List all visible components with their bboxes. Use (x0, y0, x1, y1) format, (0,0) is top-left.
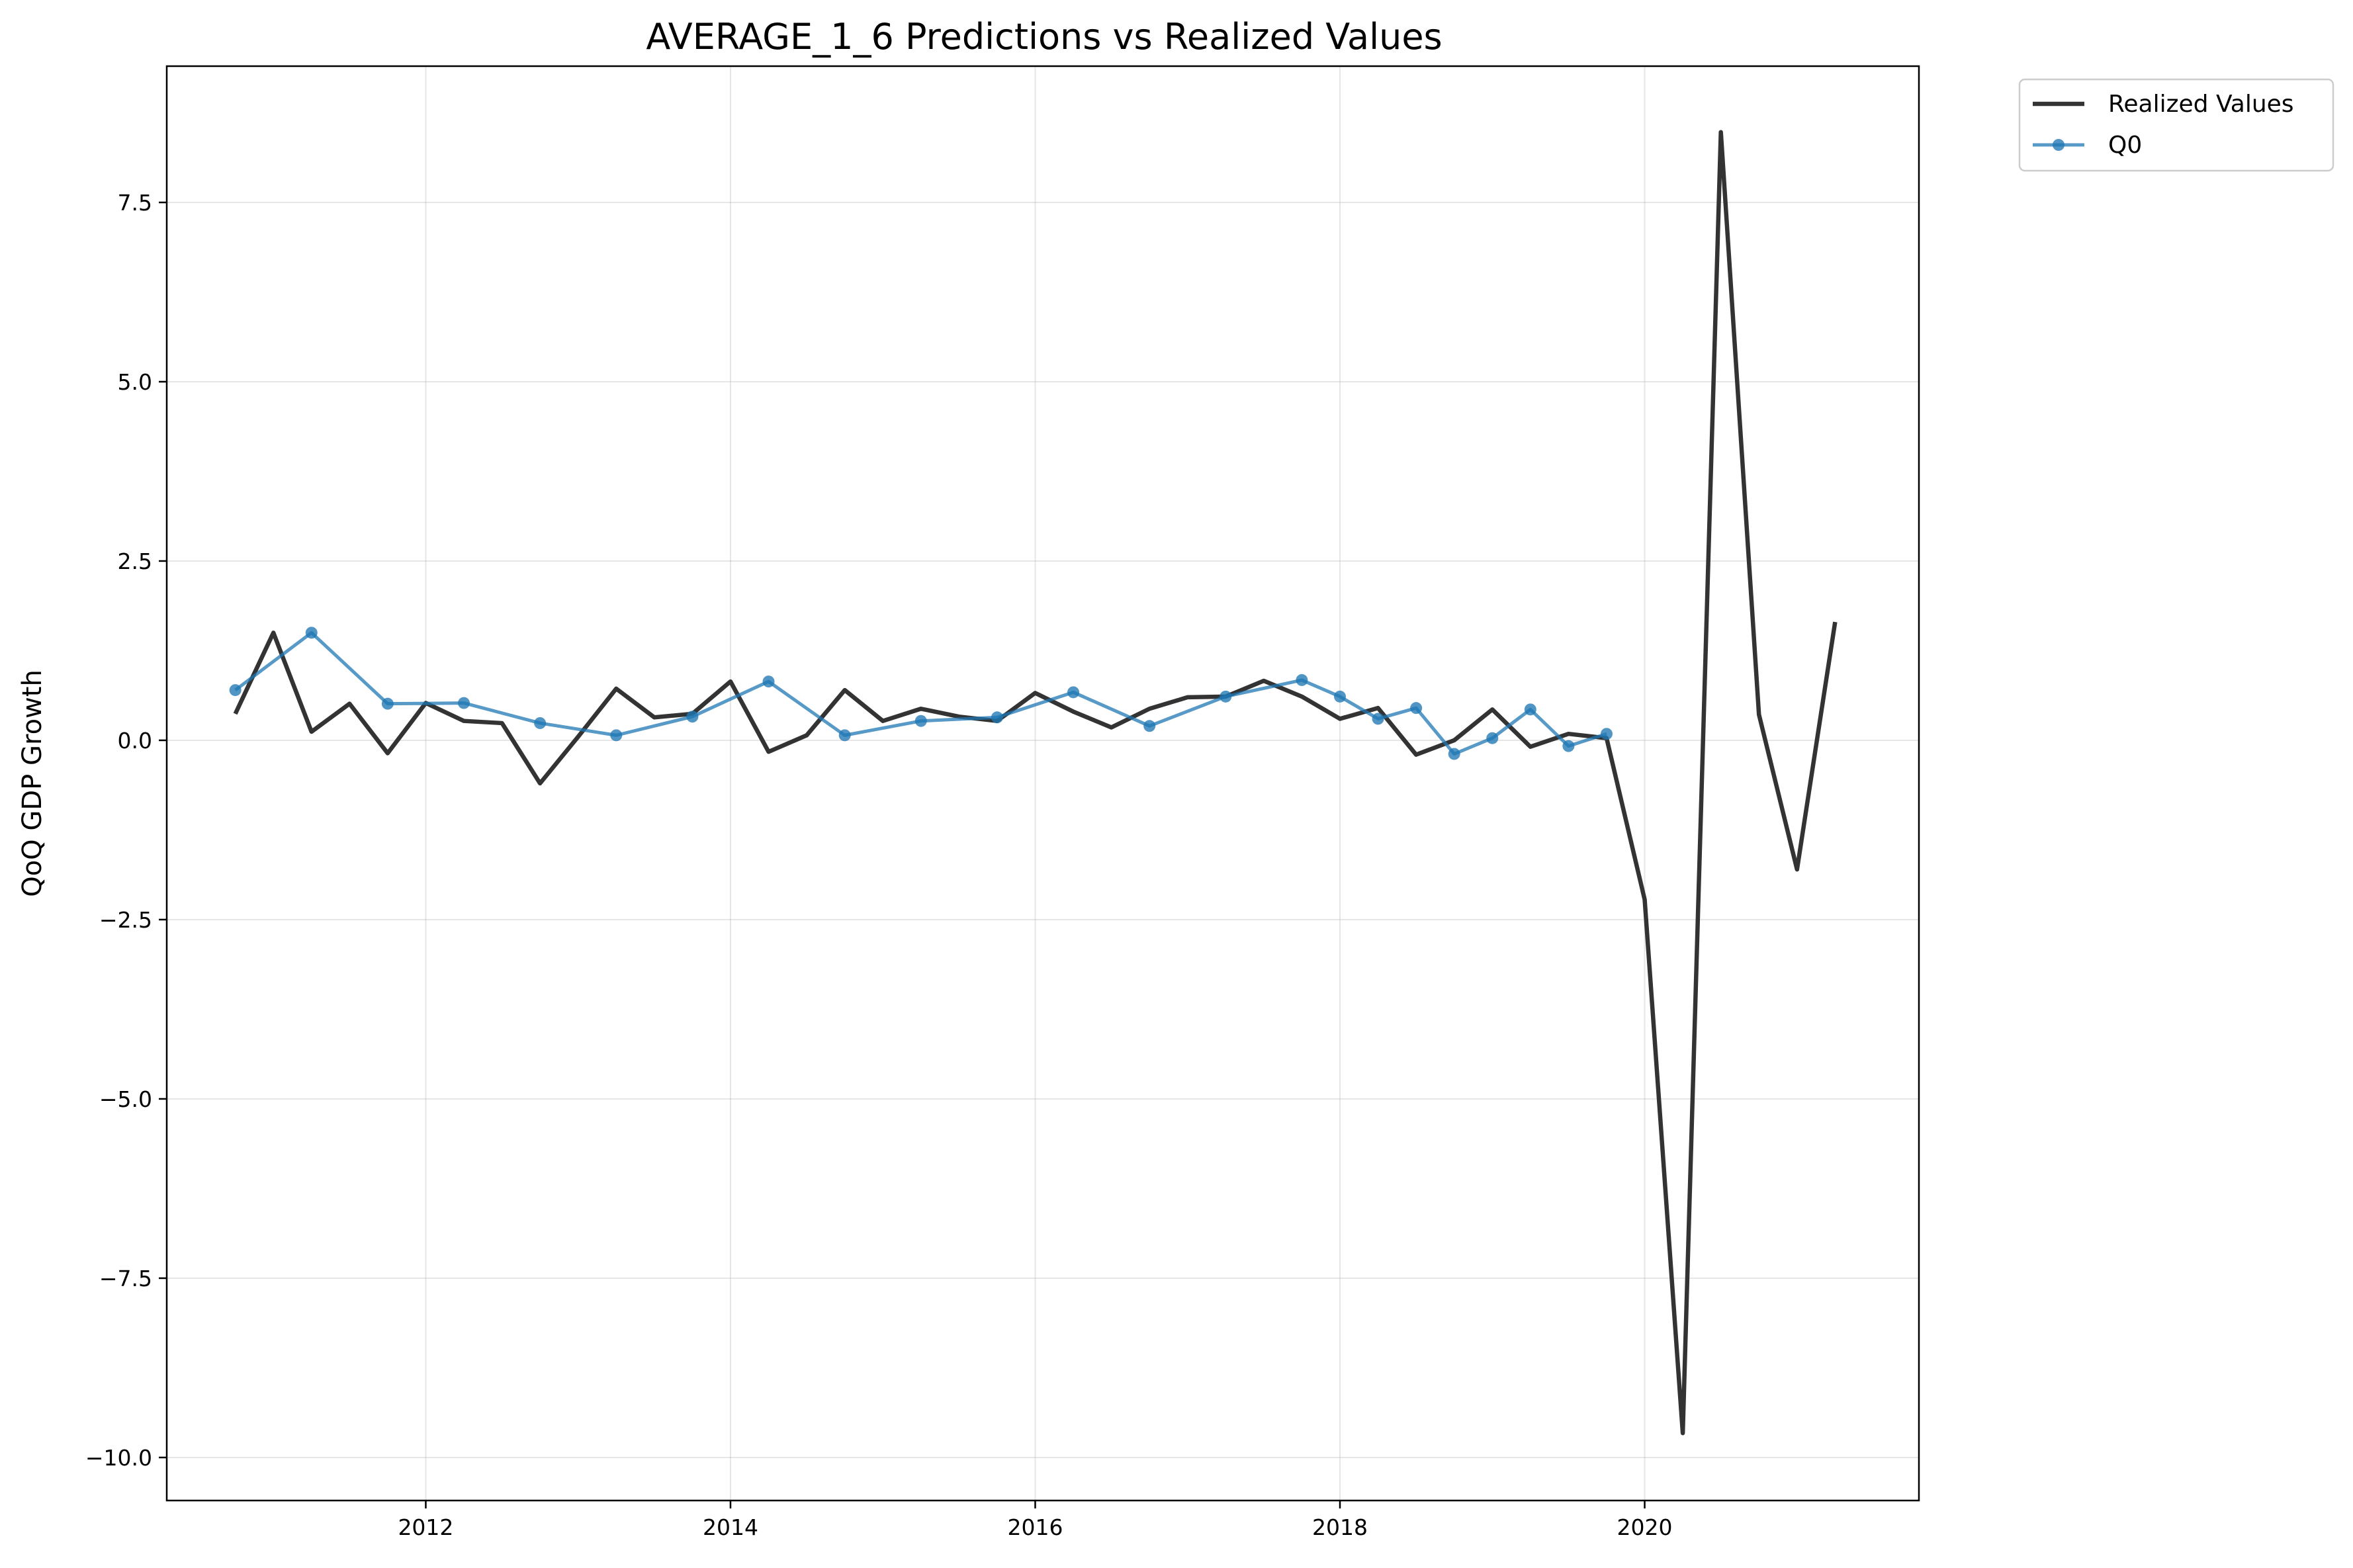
y-tick-label: −5.0 (99, 1086, 152, 1112)
data-point (1067, 686, 1080, 699)
legend-label: Q0 (2108, 132, 2142, 159)
x-tick-label: 2012 (398, 1514, 453, 1540)
data-point (458, 697, 470, 709)
data-point (1296, 674, 1308, 686)
series-line (233, 130, 1838, 1436)
data-point (1372, 713, 1384, 725)
data-point (534, 717, 547, 729)
grid-lines (167, 66, 1919, 1501)
data-point (1562, 740, 1575, 752)
data-point (381, 697, 394, 710)
legend-marker (2053, 139, 2064, 151)
chart-title: AVERAGE_1_6 Predictions vs Realized Valu… (646, 16, 1442, 58)
data-point (1334, 690, 1347, 703)
y-tick-label: 7.5 (118, 190, 152, 216)
x-tick-label: 2020 (1617, 1514, 1673, 1540)
y-tick-label: 2.5 (118, 548, 152, 574)
legend: Realized Values Q0 (2018, 78, 2334, 172)
data-point (1220, 690, 1232, 703)
x-tick-label: 2014 (703, 1514, 758, 1540)
plot-frame (165, 65, 1920, 1502)
data-point (991, 711, 1003, 724)
x-tick-label: 2016 (1007, 1514, 1063, 1540)
plot-series (229, 130, 1838, 1436)
y-tick-label: −10.0 (85, 1445, 152, 1471)
y-tick-label: −2.5 (99, 907, 152, 933)
data-point (1143, 720, 1156, 732)
data-point (229, 684, 242, 697)
series-q0 (229, 627, 1613, 760)
y-tick-label: −7.5 (99, 1266, 152, 1291)
data-point (305, 627, 318, 639)
data-point (1524, 703, 1536, 716)
y-tick-label: 0.0 (118, 728, 152, 754)
data-point (1448, 748, 1460, 760)
data-point (1410, 702, 1423, 715)
data-point (610, 729, 623, 742)
x-tick-label: 2018 (1312, 1514, 1368, 1540)
legend-box (2018, 78, 2334, 172)
data-point (762, 675, 775, 688)
series-realized-values (233, 130, 1838, 1436)
y-axis-label: QoQ GDP Growth (17, 670, 48, 897)
data-point (1600, 728, 1613, 740)
x-axis: 2012 2014 2016 2018 2020 (398, 1501, 1673, 1540)
y-tick-label: 5.0 (118, 369, 152, 395)
data-point (914, 715, 927, 727)
data-point (686, 711, 699, 723)
legend-label: Realized Values (2108, 91, 2294, 118)
data-point (838, 729, 851, 742)
y-axis: −10.0 −7.5 −5.0 −2.5 0.0 2.5 5.0 7.5 (85, 190, 167, 1471)
data-point (1486, 732, 1499, 744)
